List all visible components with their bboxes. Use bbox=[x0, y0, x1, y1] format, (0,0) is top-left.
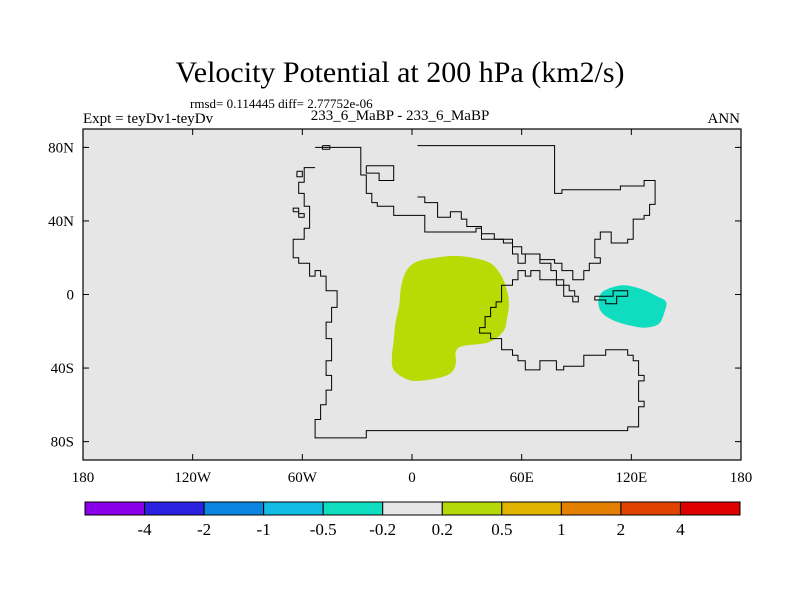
case-label: 233_6_MaBP - 233_6_MaBP bbox=[310, 108, 490, 124]
y-tick-label: 80S bbox=[51, 435, 74, 451]
stats-line: rmsd= 0.114445 diff= 2.77752e-06 bbox=[190, 96, 373, 111]
land-outline-5 bbox=[365, 165, 395, 181]
anomaly-regions bbox=[391, 255, 667, 382]
colorbar-label: -0.2 bbox=[369, 520, 396, 539]
colorbar-box bbox=[203, 501, 265, 516]
colorbar-label: 1 bbox=[557, 520, 566, 539]
colorbar-box bbox=[679, 501, 741, 516]
colorbar-label: 4 bbox=[676, 520, 685, 539]
colorbar-box bbox=[382, 501, 443, 516]
colorbar-label: -0.5 bbox=[310, 520, 337, 539]
colorbar-box bbox=[263, 501, 324, 516]
land-outline-2 bbox=[417, 145, 656, 281]
x-tick-label: 0 bbox=[408, 470, 416, 486]
colorbar-box bbox=[84, 501, 146, 516]
y-tick-label: 0 bbox=[67, 288, 75, 304]
colorbar-box bbox=[144, 501, 205, 516]
axes: 180 120W 60W 0 60E 120E 180 80N 40N 0 40S 80S bbox=[48, 129, 752, 486]
colorbar-label: 0.5 bbox=[491, 520, 512, 539]
x-tick-label: 60E bbox=[510, 470, 534, 486]
anomaly-region-2 bbox=[598, 285, 667, 328]
land-outline-1 bbox=[292, 146, 645, 439]
colorbar-box bbox=[560, 501, 622, 516]
colorbar-box bbox=[322, 501, 384, 516]
land-outlines bbox=[292, 145, 656, 439]
x-tick-label: 180 bbox=[72, 470, 95, 486]
y-tick-label: 40N bbox=[48, 214, 74, 230]
land-outline-7 bbox=[594, 290, 629, 305]
x-tick-label: 120E bbox=[615, 470, 647, 486]
colorbar-label: 2 bbox=[617, 520, 626, 539]
colorbar-label: -1 bbox=[257, 520, 271, 539]
x-tick-label: 180 bbox=[730, 470, 753, 486]
season-label: ANN bbox=[707, 111, 741, 127]
anomaly-region-1 bbox=[391, 255, 509, 382]
y-tick-label: 80N bbox=[48, 140, 74, 156]
colorbar-label: 0.2 bbox=[432, 520, 453, 539]
land-outline-4 bbox=[292, 207, 305, 218]
colorbar-box bbox=[620, 501, 681, 516]
x-tick-label: 60W bbox=[288, 470, 318, 486]
colorbar-label: -2 bbox=[197, 520, 211, 539]
y-tick-label: 40S bbox=[51, 361, 74, 377]
experiment-label: Expt = teyDv1-teyDv bbox=[83, 111, 214, 127]
colorbar-label: -4 bbox=[137, 520, 152, 539]
land-outline-3 bbox=[321, 145, 331, 150]
x-tick-label: 120W bbox=[174, 470, 212, 486]
colorbar-box bbox=[441, 501, 503, 516]
chart-title: Velocity Potential at 200 hPa (km2/s) bbox=[175, 56, 625, 89]
land-outline-6 bbox=[296, 170, 303, 178]
colorbar-box bbox=[501, 501, 562, 516]
colorbar: -4 -2 -1 -0.5 -0.2 0.2 0.5 1 2 4 bbox=[84, 501, 741, 539]
